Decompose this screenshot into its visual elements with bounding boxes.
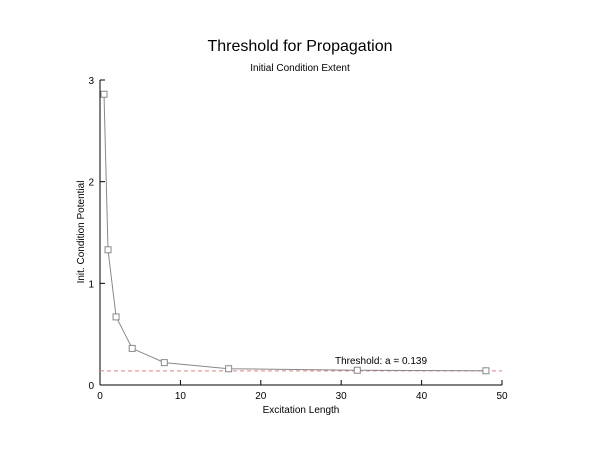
data-point [353, 366, 361, 374]
y-tick-label: 2 [88, 178, 94, 189]
x-tick-label: 10 [175, 391, 187, 402]
x-tick-label: 30 [336, 391, 348, 402]
x-tick-label: 40 [416, 391, 428, 402]
data-point [128, 344, 136, 352]
data-point [100, 90, 108, 98]
threshold-label: Threshold: a = 0.139 [335, 356, 427, 367]
x-tick-label: 0 [97, 391, 103, 402]
data-point [104, 246, 112, 254]
data-point [482, 367, 490, 375]
y-tick-label: 0 [88, 381, 94, 392]
y-tick-label: 3 [88, 76, 94, 87]
series-line [103, 94, 486, 372]
x-tick-label: 50 [496, 391, 508, 402]
plot-area: 0 10 20 30 40 50 0 1 2 3 [88, 76, 508, 402]
data-point [160, 359, 168, 367]
data-point [225, 365, 233, 373]
x-axis-label: Excitation Length [263, 405, 340, 416]
y-tick-label: 1 [88, 279, 94, 290]
data-point [112, 313, 120, 321]
chart-title: Threshold for Propagation [208, 38, 393, 55]
chart-subtitle: Initial Condition Extent [250, 63, 350, 74]
y-axis-label: Init. Condition Potential [76, 181, 87, 284]
x-tick-label: 20 [255, 391, 267, 402]
